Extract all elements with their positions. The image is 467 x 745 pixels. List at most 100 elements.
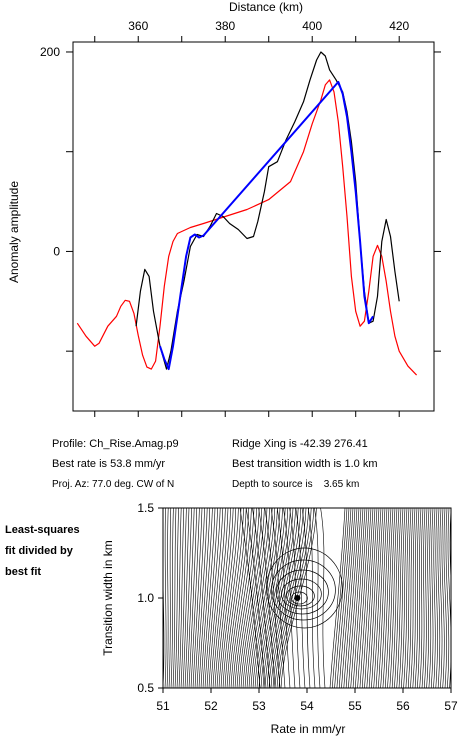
contour-line [264, 508, 281, 688]
contour-line [230, 508, 252, 688]
contour-line [180, 508, 187, 688]
contour-line [307, 508, 316, 688]
contour-line [264, 508, 296, 688]
contour-line [188, 508, 198, 688]
contour-line [314, 508, 321, 688]
contour-line [430, 508, 434, 688]
series-line-2 [76, 79, 418, 376]
depth-label: Depth to source is 3.65 km [232, 479, 360, 490]
contour-line [224, 508, 244, 688]
bottom-x-tick-label: 55 [348, 699, 362, 713]
contour-line [398, 508, 406, 688]
top-y-axis-title: Anomaly amplitude [7, 181, 21, 283]
contour-line [270, 508, 304, 688]
contour-line [252, 508, 271, 688]
profile-label: Profile: Ch_Rise.Amag.p9 [52, 438, 179, 450]
contour-line [172, 508, 177, 688]
contour-line [222, 508, 242, 688]
contour-line [332, 508, 348, 688]
bottom-x-axis-title: Rate in mm/yr [271, 722, 346, 736]
contour-line [245, 508, 266, 688]
contour-line [206, 508, 221, 688]
contour-line [182, 508, 190, 688]
bottom-x-tick-label: 52 [204, 699, 218, 713]
top-y-tick-label: 200 [40, 45, 60, 59]
contour-line [236, 508, 260, 688]
contour-line [373, 508, 384, 688]
bottom-x-tick-label: 57 [444, 699, 458, 713]
contour-line [334, 508, 350, 688]
contour-line [274, 508, 309, 688]
best-rate-label: Best rate is 53.8 mm/yr [52, 458, 166, 470]
contour-line [329, 508, 346, 688]
contour-line [341, 508, 356, 688]
contour-line [368, 508, 380, 688]
contour-line [220, 508, 239, 688]
contour-line [424, 508, 428, 688]
top-y-tick-label: 0 [53, 244, 60, 258]
contour-line [439, 508, 443, 688]
top-plot-frame [72, 41, 435, 412]
contour-line [270, 508, 286, 688]
azimuth-label: Proj. Az: 77.0 deg. CW of N [52, 479, 175, 490]
contour-line [375, 508, 386, 688]
top-x-axis-title: Distance (km) [229, 0, 303, 14]
contour-line [218, 508, 237, 688]
bottom-x-tick-label: 54 [300, 699, 314, 713]
contour-line [266, 508, 299, 688]
contour-line [250, 508, 278, 688]
contour-line [421, 508, 426, 688]
contour-line [391, 508, 400, 688]
contour-line [382, 508, 392, 688]
best-width-label: Best transition width is 1.0 km [232, 458, 378, 470]
contour-line [214, 508, 231, 688]
contour-line [364, 508, 376, 688]
contour-line [343, 508, 358, 688]
contour-line [186, 508, 195, 688]
ridge-crossing-label: Ridge Xing is -42.39 276.41 [232, 438, 368, 450]
contour-line [252, 508, 281, 688]
top-x-tick-label: 400 [302, 19, 322, 33]
contour-line [166, 508, 169, 688]
contour-line [283, 508, 296, 688]
contour-line [228, 508, 250, 688]
contour-line [244, 508, 270, 688]
contour-line [338, 508, 354, 688]
contour-line [410, 508, 416, 688]
contour-line [178, 508, 185, 688]
contour-line [202, 508, 216, 688]
contour-ring [266, 547, 343, 629]
contour-line [407, 508, 414, 688]
contour-line [258, 508, 276, 688]
bottom-x-tick-label: 56 [396, 699, 410, 713]
misfit-legend-line-1: Least-squares [5, 524, 80, 536]
contour-line [196, 508, 208, 688]
contour-line [396, 508, 404, 688]
contour-line [256, 508, 286, 688]
contour-line [357, 508, 370, 688]
contour-line [419, 508, 424, 688]
contour-line [348, 508, 362, 688]
contour-line [435, 508, 438, 688]
contour-line [240, 508, 265, 688]
contour-line [355, 508, 368, 688]
contour-line [170, 508, 174, 688]
contour-line [426, 508, 430, 688]
top-x-tick-label: 380 [215, 19, 235, 33]
contour-line [248, 508, 276, 688]
contour-line [176, 508, 182, 688]
contour-line [359, 508, 372, 688]
contour-line [378, 508, 388, 688]
contour-line [198, 508, 211, 688]
contour-line [239, 508, 261, 688]
contour-line [433, 508, 436, 688]
contour-line [412, 508, 418, 688]
best-fit-marker [294, 595, 301, 601]
contour-line [384, 508, 394, 688]
contour-line [380, 508, 390, 688]
misfit-contour-chart: 51 52 53 54 55 56 57 0.5 1.0 1.5 Rate in mm/yr Tr… [101, 501, 458, 736]
contour-line [428, 508, 432, 688]
contour-line [445, 508, 450, 688]
contour-line [246, 508, 273, 688]
contour-ring [281, 578, 322, 610]
